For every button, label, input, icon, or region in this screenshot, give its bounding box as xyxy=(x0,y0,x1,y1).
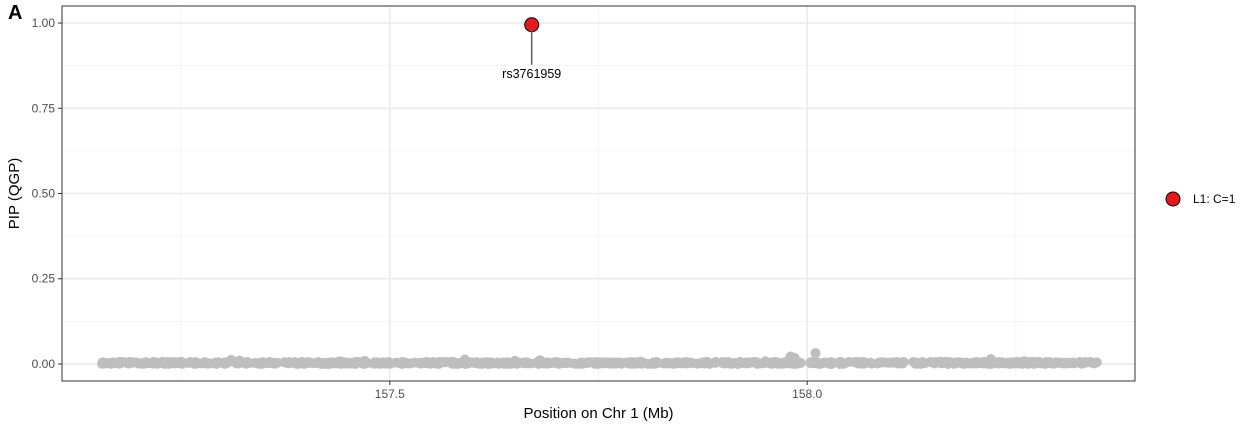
scatter-point xyxy=(510,355,521,366)
scatter-point xyxy=(160,358,171,369)
scatter-point xyxy=(185,357,196,368)
scatter-point xyxy=(844,356,855,367)
scatter-point xyxy=(960,357,971,368)
scatter-point xyxy=(470,358,481,369)
scatter-point xyxy=(560,358,571,369)
scatter-point xyxy=(284,357,295,368)
scatter-point xyxy=(368,358,379,369)
axes: 157.5 158.0 0.00 0.25 0.50 0.75 1.00 xyxy=(32,16,823,401)
scatter-point xyxy=(744,358,755,369)
scatter-point xyxy=(910,357,921,368)
scatter-point xyxy=(397,358,408,369)
scatter-point xyxy=(484,357,495,368)
scatter-point xyxy=(985,354,996,365)
scatter-point xyxy=(210,358,221,369)
legend: L1: C=1 xyxy=(1165,191,1236,207)
scatter-point xyxy=(702,357,713,368)
x-axis-title: Position on Chr 1 (Mb) xyxy=(523,405,673,422)
scatter-point xyxy=(334,356,345,367)
scatter-point xyxy=(835,356,846,367)
legend-key xyxy=(1165,191,1181,207)
scatter-point xyxy=(494,358,505,369)
scatter-point xyxy=(651,358,662,369)
scatter-point xyxy=(309,358,320,369)
scatter-point xyxy=(1010,357,1021,368)
x-tick-label: 157.5 xyxy=(375,387,405,401)
grid-lines xyxy=(62,6,1135,381)
x-tick-label: 158.0 xyxy=(792,387,822,401)
scatter-point xyxy=(1026,357,1037,368)
annotations: rs3761959 xyxy=(502,30,561,81)
scatter-point xyxy=(660,358,671,369)
scatter-point xyxy=(1044,357,1055,368)
scatter-point xyxy=(359,355,370,366)
scatter-point xyxy=(778,358,789,369)
scatter-point xyxy=(409,357,420,368)
scatter-point xyxy=(999,358,1010,369)
scatter-point xyxy=(176,356,187,367)
scatter-point xyxy=(735,356,746,367)
scatter-point xyxy=(809,358,820,369)
y-tick-label: 0.00 xyxy=(32,357,56,371)
scatter-point xyxy=(259,357,270,368)
y-tick-label: 1.00 xyxy=(32,16,56,30)
scatter-point xyxy=(1069,358,1080,369)
scatter-point xyxy=(126,357,137,368)
scatter-point xyxy=(226,354,237,365)
scatter-point xyxy=(935,356,946,367)
y-tick-label: 0.50 xyxy=(32,187,56,201)
scatter-point xyxy=(139,358,150,369)
scatter-point xyxy=(810,348,821,359)
scatter-point xyxy=(434,356,445,367)
scatter-point xyxy=(826,358,837,369)
scatter-point xyxy=(317,358,328,369)
scatter-point xyxy=(151,358,162,369)
scatter-point xyxy=(885,357,896,368)
scatter-point xyxy=(1086,357,1097,368)
scatter-point xyxy=(201,358,212,369)
scatter-point xyxy=(789,352,800,363)
scatter-point xyxy=(860,357,871,368)
scatter-point xyxy=(635,356,646,367)
scatter-point xyxy=(424,358,435,369)
scatter-point xyxy=(643,358,654,369)
scatter-point xyxy=(218,357,229,368)
scatter-point xyxy=(118,357,129,368)
y-axis-title: PIP (QGP) xyxy=(6,158,23,229)
scatter-point xyxy=(872,358,883,369)
scatter-point xyxy=(573,358,584,369)
scatter-point xyxy=(459,354,470,365)
scatter-point xyxy=(100,358,111,369)
scatter-point xyxy=(535,355,546,366)
scatter-point xyxy=(972,358,983,369)
data-points xyxy=(97,17,1102,369)
y-tick-label: 0.25 xyxy=(32,272,56,286)
scatter-point xyxy=(685,357,696,368)
scatter-point xyxy=(234,355,245,366)
scatter-point xyxy=(610,357,621,368)
scatter-point xyxy=(760,356,771,367)
scatter-point xyxy=(1060,357,1071,368)
scatter-point xyxy=(519,358,530,369)
scatter-point xyxy=(350,358,361,369)
scatter-point xyxy=(710,357,721,368)
highlighted-point xyxy=(524,17,540,33)
panel-label: A xyxy=(8,2,23,24)
legend-label: L1: C=1 xyxy=(1193,192,1236,206)
scatter-point xyxy=(384,357,395,368)
y-tick-label: 0.75 xyxy=(32,101,56,115)
annotation-label: rs3761959 xyxy=(502,67,561,81)
scatter-point xyxy=(1019,356,1030,367)
scatter-point xyxy=(719,358,730,369)
scatter-point xyxy=(672,357,683,368)
scatter-point xyxy=(585,357,596,368)
